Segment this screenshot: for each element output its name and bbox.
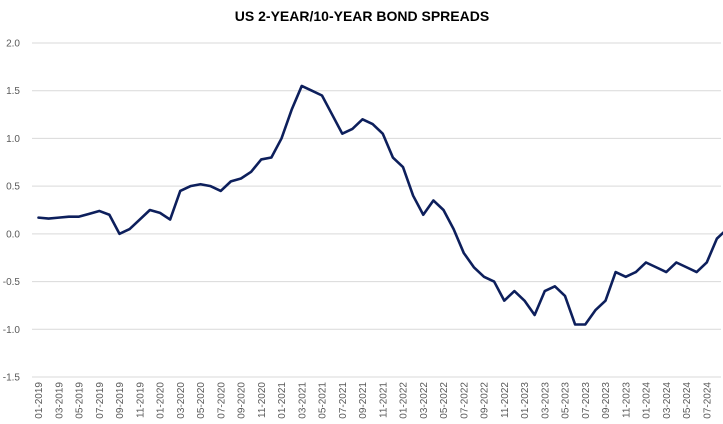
x-tick-label: 01-2024 xyxy=(642,382,653,419)
x-tick-label: 11-2019 xyxy=(135,382,146,418)
x-tick-label: 07-2020 xyxy=(216,382,227,419)
x-tick-label: 03-2022 xyxy=(419,382,430,419)
y-tick-label: -0.5 xyxy=(3,277,21,288)
x-tick-label: 09-2022 xyxy=(480,382,491,419)
x-tick-label: 11-2021 xyxy=(378,382,389,418)
x-axis-ticks: 01-2019 03-2019 05-2019 07-2019 09-2019 11-20… xyxy=(34,382,723,419)
x-tick-label: 11-2023 xyxy=(621,382,632,418)
x-tick-label: 05-2023 xyxy=(561,382,572,419)
y-tick-label: -1.5 xyxy=(3,373,21,384)
x-tick-label: 11-2022 xyxy=(500,382,511,418)
x-tick-label: 07-2022 xyxy=(459,382,470,419)
series-layer xyxy=(37,84,723,326)
x-tick-label: 11-2020 xyxy=(257,382,268,418)
y-tick-label: 0.5 xyxy=(6,182,20,193)
y-tick-label: 1.5 xyxy=(6,86,20,97)
x-tick-label: 07-2021 xyxy=(338,382,349,419)
x-tick-label: 09-2020 xyxy=(237,382,248,419)
x-tick-label: 05-2022 xyxy=(439,382,450,419)
x-tick-label: 01-2020 xyxy=(156,382,167,419)
x-tick-label: 05-2020 xyxy=(196,382,207,419)
x-tick-label: 05-2019 xyxy=(75,382,86,419)
x-tick-label: 03-2019 xyxy=(54,382,65,419)
gridlines xyxy=(32,42,721,378)
x-tick-label: 07-2024 xyxy=(702,382,713,419)
x-tick-label: 03-2024 xyxy=(662,382,673,419)
x-tick-label: 01-2023 xyxy=(520,382,531,419)
x-tick-label: 05-2024 xyxy=(682,382,693,419)
x-tick-label: 01-2022 xyxy=(399,382,410,419)
x-tick-label: 09-2023 xyxy=(601,382,612,419)
y-tick-label: 1.0 xyxy=(6,134,20,145)
x-tick-label: 03-2021 xyxy=(297,382,308,419)
x-tick-label: 01-2021 xyxy=(277,382,288,419)
x-tick-label: 07-2023 xyxy=(581,382,592,419)
y-tick-label: 0.0 xyxy=(6,229,20,240)
y-tick-label: 2.0 xyxy=(6,39,20,50)
x-tick-label: 03-2020 xyxy=(176,382,187,419)
x-tick-label: 09-2021 xyxy=(358,382,369,419)
x-tick-label: 09-2019 xyxy=(115,382,126,419)
x-tick-label: 07-2019 xyxy=(95,382,106,419)
y-tick-label: -1.0 xyxy=(3,325,21,336)
chart-title: US 2-YEAR/10-YEAR BOND SPREADS xyxy=(235,8,489,24)
spread-series-line xyxy=(37,84,723,326)
x-tick-label: 03-2023 xyxy=(540,382,551,419)
y-axis-ticks: 2.0 1.5 1.0 0.5 0.0 -0.5 -1.0 -1.5 xyxy=(3,39,21,384)
x-tick-label: 01-2019 xyxy=(34,382,45,419)
x-tick-label: 05-2021 xyxy=(318,382,329,419)
